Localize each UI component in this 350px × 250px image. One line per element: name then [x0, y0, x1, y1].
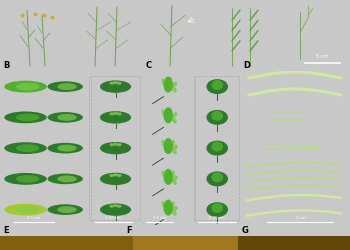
Ellipse shape	[113, 81, 118, 84]
Ellipse shape	[206, 172, 228, 186]
Ellipse shape	[167, 168, 170, 177]
Ellipse shape	[163, 77, 173, 92]
Ellipse shape	[57, 114, 77, 121]
Ellipse shape	[161, 201, 166, 209]
Ellipse shape	[48, 204, 83, 215]
Ellipse shape	[110, 143, 114, 146]
Text: 0.5 cm: 0.5 cm	[27, 216, 41, 220]
Ellipse shape	[170, 170, 175, 178]
Ellipse shape	[170, 140, 175, 147]
Ellipse shape	[206, 79, 228, 94]
Ellipse shape	[4, 112, 47, 123]
Ellipse shape	[211, 142, 223, 152]
Text: 0.5 cm: 0.5 cm	[153, 216, 166, 220]
Ellipse shape	[110, 205, 114, 208]
Ellipse shape	[110, 174, 114, 177]
Ellipse shape	[170, 201, 175, 209]
Bar	[0, 236, 133, 250]
Ellipse shape	[163, 200, 173, 216]
Ellipse shape	[167, 199, 170, 208]
Ellipse shape	[172, 112, 177, 118]
Ellipse shape	[117, 143, 121, 146]
Ellipse shape	[211, 111, 223, 121]
Ellipse shape	[163, 169, 173, 185]
Ellipse shape	[57, 83, 77, 90]
Ellipse shape	[172, 86, 177, 93]
Ellipse shape	[172, 175, 178, 180]
Ellipse shape	[163, 138, 173, 154]
Text: 0.25 cm: 0.25 cm	[105, 216, 121, 220]
Ellipse shape	[57, 206, 77, 213]
Ellipse shape	[4, 81, 47, 92]
Ellipse shape	[117, 112, 121, 116]
Ellipse shape	[161, 78, 166, 86]
Ellipse shape	[172, 206, 178, 211]
Ellipse shape	[117, 82, 121, 85]
Text: D: D	[243, 61, 250, 70]
Ellipse shape	[48, 112, 83, 123]
Ellipse shape	[113, 204, 118, 207]
Ellipse shape	[100, 173, 131, 185]
Ellipse shape	[172, 144, 178, 150]
Ellipse shape	[163, 108, 173, 123]
Text: E: E	[4, 226, 9, 235]
Text: 5 cm: 5 cm	[316, 54, 328, 59]
Bar	[238, 236, 350, 250]
Ellipse shape	[57, 176, 77, 182]
Ellipse shape	[100, 142, 131, 154]
Ellipse shape	[172, 117, 177, 124]
Text: F: F	[126, 226, 132, 235]
Ellipse shape	[16, 144, 39, 152]
Ellipse shape	[48, 174, 83, 184]
Ellipse shape	[161, 109, 166, 116]
Ellipse shape	[100, 111, 131, 124]
Ellipse shape	[4, 204, 47, 216]
Ellipse shape	[168, 107, 172, 116]
Ellipse shape	[172, 148, 177, 154]
Ellipse shape	[113, 112, 118, 115]
Ellipse shape	[4, 142, 47, 154]
Ellipse shape	[16, 175, 39, 183]
Ellipse shape	[16, 206, 39, 214]
Ellipse shape	[168, 76, 172, 85]
Bar	[133, 236, 238, 250]
Ellipse shape	[48, 143, 83, 154]
Ellipse shape	[161, 170, 166, 178]
Ellipse shape	[48, 81, 83, 92]
Ellipse shape	[211, 80, 223, 90]
Ellipse shape	[117, 174, 121, 177]
Ellipse shape	[172, 210, 177, 216]
Ellipse shape	[100, 80, 131, 93]
Text: G: G	[241, 226, 248, 235]
Text: 2 cm: 2 cm	[295, 216, 305, 220]
Ellipse shape	[110, 112, 114, 116]
Ellipse shape	[211, 172, 223, 182]
Ellipse shape	[57, 145, 77, 152]
Ellipse shape	[117, 205, 121, 208]
Ellipse shape	[16, 83, 39, 90]
Ellipse shape	[206, 141, 228, 156]
Text: C: C	[145, 61, 151, 70]
Ellipse shape	[206, 202, 228, 217]
Ellipse shape	[172, 179, 177, 185]
Ellipse shape	[113, 173, 118, 176]
Ellipse shape	[172, 81, 177, 87]
Ellipse shape	[110, 82, 114, 85]
Ellipse shape	[100, 204, 131, 216]
Ellipse shape	[16, 114, 39, 121]
Ellipse shape	[161, 140, 166, 147]
Ellipse shape	[4, 173, 47, 185]
Text: 0.25 cm: 0.25 cm	[209, 216, 225, 220]
Ellipse shape	[113, 142, 118, 146]
Text: B: B	[4, 61, 10, 70]
Ellipse shape	[167, 138, 170, 146]
Ellipse shape	[206, 110, 228, 125]
Ellipse shape	[211, 203, 223, 213]
